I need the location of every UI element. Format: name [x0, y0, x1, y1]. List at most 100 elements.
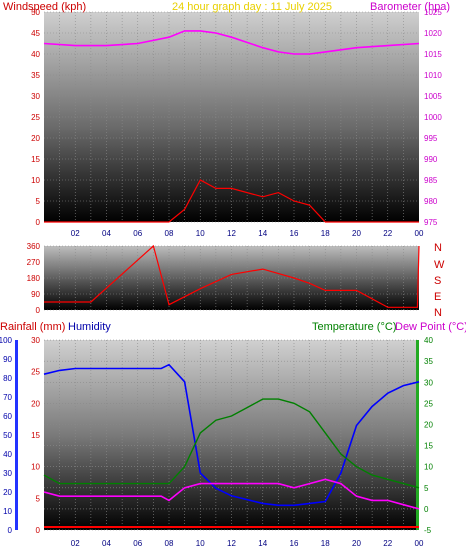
- x-tick-label: 22: [383, 229, 392, 238]
- x-tick-label: 12: [227, 539, 236, 548]
- temperature-tick: 30: [424, 378, 433, 387]
- x-tick-label: 20: [352, 229, 361, 238]
- direction-tick: 0: [36, 306, 41, 315]
- compass-n-bottom: N: [434, 307, 442, 319]
- barometer-tick: 1015: [424, 50, 442, 59]
- temperature-tick: 5: [424, 484, 429, 493]
- x-tick-label: 18: [321, 539, 330, 548]
- temperature-tick: 25: [424, 399, 433, 408]
- temperature-tick: -5: [424, 526, 432, 535]
- compass-s: S: [434, 275, 441, 287]
- windspeed-label: Windspeed (kph): [3, 1, 86, 13]
- barometer-tick: 1025: [424, 8, 442, 17]
- chart-title: 24 hour graph day : 11 July 2025: [172, 1, 332, 13]
- barometer-tick: 980: [424, 197, 438, 206]
- x-tick-label: 08: [165, 539, 174, 548]
- x-tick-label: 12: [227, 229, 236, 238]
- humidity-label: Humidity: [68, 321, 111, 333]
- x-tick-label: 06: [133, 229, 142, 238]
- barometer-tick: 1010: [424, 71, 442, 80]
- direction-tick: 360: [27, 242, 41, 251]
- direction-tick: 90: [31, 290, 40, 299]
- x-tick-label: 16: [290, 539, 299, 548]
- direction-tick: 270: [27, 258, 41, 267]
- compass-w: W: [434, 259, 445, 271]
- barometer-tick: 985: [424, 176, 438, 185]
- x-tick-label: 20: [352, 539, 361, 548]
- windspeed-tick: 35: [31, 71, 40, 80]
- rain-tick: 25: [31, 368, 40, 377]
- x-tick-label: 18: [321, 229, 330, 238]
- temperature-tick: 40: [424, 336, 433, 345]
- x-tick-label: 10: [196, 539, 205, 548]
- barometer-tick: 1000: [424, 113, 442, 122]
- humidity-tick: 80: [3, 374, 12, 383]
- temperature-tick: 15: [424, 442, 433, 451]
- x-tick-label: 08: [165, 229, 174, 238]
- humidity-tick: 10: [3, 507, 12, 516]
- windspeed-tick: 5: [36, 197, 41, 206]
- windspeed-tick: 25: [31, 113, 40, 122]
- humidity-tick: 40: [3, 450, 12, 459]
- x-tick-label: 22: [383, 539, 392, 548]
- dewpoint-label: Dew Point (°C): [395, 321, 466, 333]
- humidity-tick: 50: [3, 431, 12, 440]
- rain-tick: 10: [31, 463, 40, 472]
- x-tick-label: 06: [133, 539, 142, 548]
- x-tick-label: 14: [258, 229, 267, 238]
- barometer-label: Barometer (hpa): [370, 1, 450, 13]
- rain-tick: 0: [36, 526, 41, 535]
- temperature-axis-bar: [416, 340, 419, 530]
- temperature-tick: 35: [424, 357, 433, 366]
- x-tick-label: 00: [415, 539, 424, 548]
- rain-tick: 30: [31, 336, 40, 345]
- x-tick-label: 02: [71, 229, 80, 238]
- barometer-tick: 1005: [424, 92, 442, 101]
- windspeed-tick: 15: [31, 155, 40, 164]
- wind-direction-line: [44, 244, 420, 308]
- barometer-tick: 990: [424, 155, 438, 164]
- windspeed-tick: 50: [31, 8, 40, 17]
- barometer-tick: 975: [424, 218, 438, 227]
- barometer-tick: 995: [424, 134, 438, 143]
- humidity-tick: 100: [0, 336, 13, 345]
- windspeed-tick: 30: [31, 92, 40, 101]
- barometer-tick: 1020: [424, 29, 442, 38]
- windspeed-tick: 40: [31, 50, 40, 59]
- windspeed-tick: 45: [31, 29, 40, 38]
- x-tick-label: 16: [290, 229, 299, 238]
- x-tick-label: 14: [258, 539, 267, 548]
- rain-tick: 20: [31, 399, 40, 408]
- dewpoint-line: [43, 478, 420, 510]
- rainfall-label: Rainfall (mm): [0, 321, 65, 333]
- temperature-label: Temperature (°C): [312, 321, 396, 333]
- windspeed-line: [44, 179, 419, 223]
- humidity-tick: 30: [3, 469, 12, 478]
- humidity-tick: 90: [3, 355, 12, 364]
- windspeed-tick: 10: [31, 176, 40, 185]
- windspeed-tick: 20: [31, 134, 40, 143]
- direction-tick: 180: [27, 274, 41, 283]
- rain-tick: 5: [36, 494, 41, 503]
- humidity-axis-bar: [15, 340, 18, 530]
- x-tick-label: 04: [102, 229, 111, 238]
- windspeed-tick: 0: [36, 218, 41, 227]
- humidity-tick: 20: [3, 488, 12, 497]
- bottom-panel-bg: [44, 340, 419, 530]
- series-layer: [43, 30, 420, 528]
- temperature-tick: 0: [424, 505, 429, 514]
- temperature-tick: 20: [424, 421, 433, 430]
- humidity-tick: 70: [3, 393, 12, 402]
- x-tick-label: 04: [102, 539, 111, 548]
- x-tick-label: 00: [415, 229, 424, 238]
- humidity-tick: 0: [8, 526, 13, 535]
- x-tick-label: 02: [71, 539, 80, 548]
- x-tick-label: 10: [196, 229, 205, 238]
- humidity-tick: 60: [3, 412, 12, 421]
- temperature-line: [43, 398, 420, 489]
- compass-n-top: N: [434, 242, 442, 254]
- rain-tick: 15: [31, 431, 40, 440]
